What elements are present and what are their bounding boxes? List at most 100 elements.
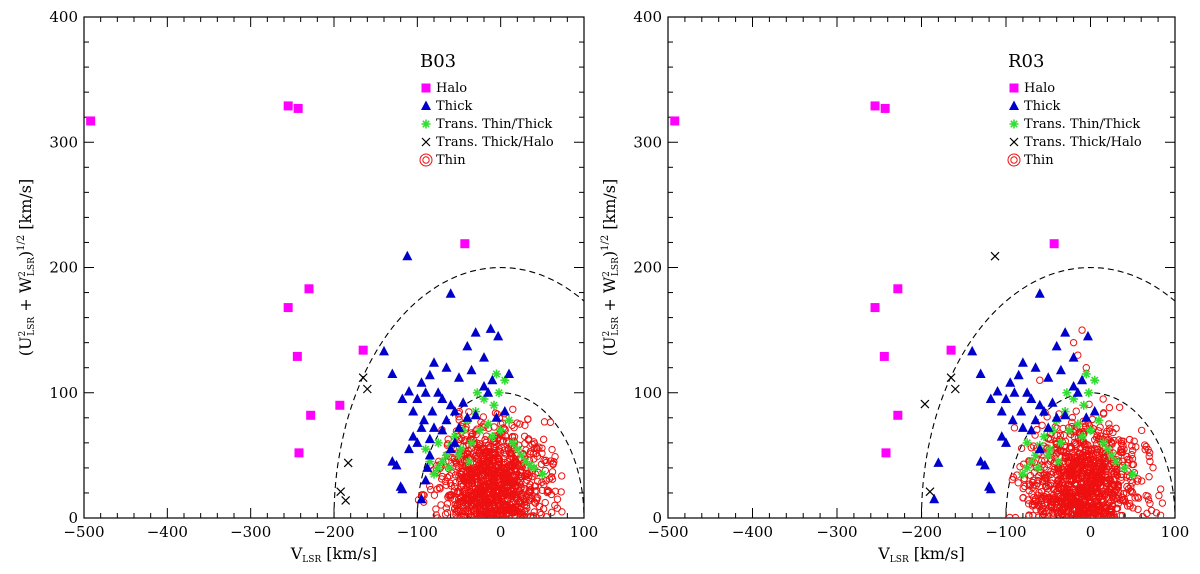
thin-point xyxy=(430,491,439,499)
thin-point xyxy=(480,494,488,503)
thin-point xyxy=(1149,463,1157,472)
data-point xyxy=(985,393,996,404)
data-point xyxy=(1060,327,1071,337)
data-point xyxy=(292,351,302,361)
thin-point xyxy=(1092,433,1101,442)
thin-point xyxy=(454,513,462,518)
data-point xyxy=(880,103,890,113)
thin-point xyxy=(1041,509,1049,517)
data-point xyxy=(479,394,489,404)
thin-point xyxy=(501,488,510,497)
legend-marker xyxy=(1009,119,1019,129)
thin-point xyxy=(1050,493,1058,502)
data-point xyxy=(1098,438,1108,448)
thin-point xyxy=(520,512,529,518)
data-point xyxy=(494,388,504,398)
data-point xyxy=(1009,387,1020,397)
legend-marker xyxy=(421,119,431,129)
thin-point xyxy=(1108,439,1116,447)
thin-point xyxy=(1128,442,1136,450)
thin-point xyxy=(1027,444,1036,452)
thin-point xyxy=(516,420,524,428)
data-point xyxy=(404,385,414,396)
thin-point xyxy=(442,481,450,489)
thin-point xyxy=(1106,507,1114,516)
data-point xyxy=(504,368,514,378)
data-point xyxy=(433,387,444,397)
thin-point xyxy=(1119,441,1127,450)
y-tick-label: 300 xyxy=(49,133,78,151)
thin-point xyxy=(489,510,498,518)
legend-marker xyxy=(422,156,430,164)
data-point xyxy=(1033,463,1043,473)
thin-point xyxy=(482,501,490,510)
thin-point xyxy=(1041,474,1050,483)
thin-point xyxy=(1070,461,1079,469)
data-point xyxy=(483,419,493,429)
thin-point xyxy=(450,482,459,491)
data-point xyxy=(893,284,903,294)
thin-point xyxy=(1146,457,1154,466)
thin-point xyxy=(456,474,465,483)
thin-point xyxy=(493,496,501,504)
legend-label: Halo xyxy=(1024,81,1055,96)
thin-point xyxy=(477,445,485,453)
data-point xyxy=(1039,432,1049,442)
thin-point xyxy=(474,453,482,461)
thin-point xyxy=(467,471,475,480)
data-point xyxy=(525,460,535,470)
thin-point xyxy=(1059,448,1067,456)
data-point xyxy=(467,438,476,448)
thin-point xyxy=(488,476,497,484)
thin-point xyxy=(1039,505,1047,513)
data-point xyxy=(419,414,429,425)
data-point xyxy=(422,462,433,472)
y-tick-label: 200 xyxy=(633,259,662,277)
thin-point xyxy=(1042,495,1050,504)
data-point xyxy=(1001,437,1011,447)
data-point xyxy=(1039,406,1050,416)
data-point xyxy=(1089,406,1100,416)
data-point xyxy=(343,458,353,468)
thin-point xyxy=(1126,499,1134,508)
data-point xyxy=(450,432,460,442)
data-point xyxy=(487,374,498,385)
thin-point xyxy=(1096,514,1104,518)
thin-point xyxy=(504,477,513,485)
thin-point xyxy=(506,449,514,458)
data-point xyxy=(424,449,435,460)
thin-point xyxy=(1141,445,1149,454)
thin-point xyxy=(1038,513,1047,518)
thin-point xyxy=(1112,424,1120,433)
data-point xyxy=(1086,425,1095,435)
data-point xyxy=(491,412,502,422)
thin-point xyxy=(538,449,546,458)
thin-point xyxy=(1134,494,1143,502)
thin-point xyxy=(483,468,491,477)
data-point xyxy=(1077,432,1087,442)
thin-point xyxy=(1108,492,1117,500)
data-point xyxy=(412,393,423,404)
thin-point xyxy=(450,487,459,495)
thin-point xyxy=(1098,495,1107,504)
x-tick-label: −300 xyxy=(230,523,271,541)
thin-point xyxy=(520,508,529,516)
data-point xyxy=(1056,438,1066,448)
thin-point xyxy=(539,435,548,444)
thin-point xyxy=(455,412,463,421)
thin-point xyxy=(437,475,446,483)
thin-point xyxy=(471,453,479,461)
thin-point xyxy=(1111,513,1119,518)
thin-point xyxy=(1072,407,1080,415)
x-tick-label: 100 xyxy=(570,523,599,541)
thin-point xyxy=(1066,501,1074,509)
thin-point xyxy=(1109,469,1118,477)
thin-point xyxy=(432,511,440,518)
thin-point xyxy=(1049,497,1057,505)
thin-point xyxy=(510,423,518,432)
thin-point xyxy=(1124,455,1132,464)
data-point xyxy=(358,345,368,355)
thin-point xyxy=(1145,452,1153,461)
thin-point xyxy=(464,509,472,517)
thin-point xyxy=(1065,444,1074,453)
